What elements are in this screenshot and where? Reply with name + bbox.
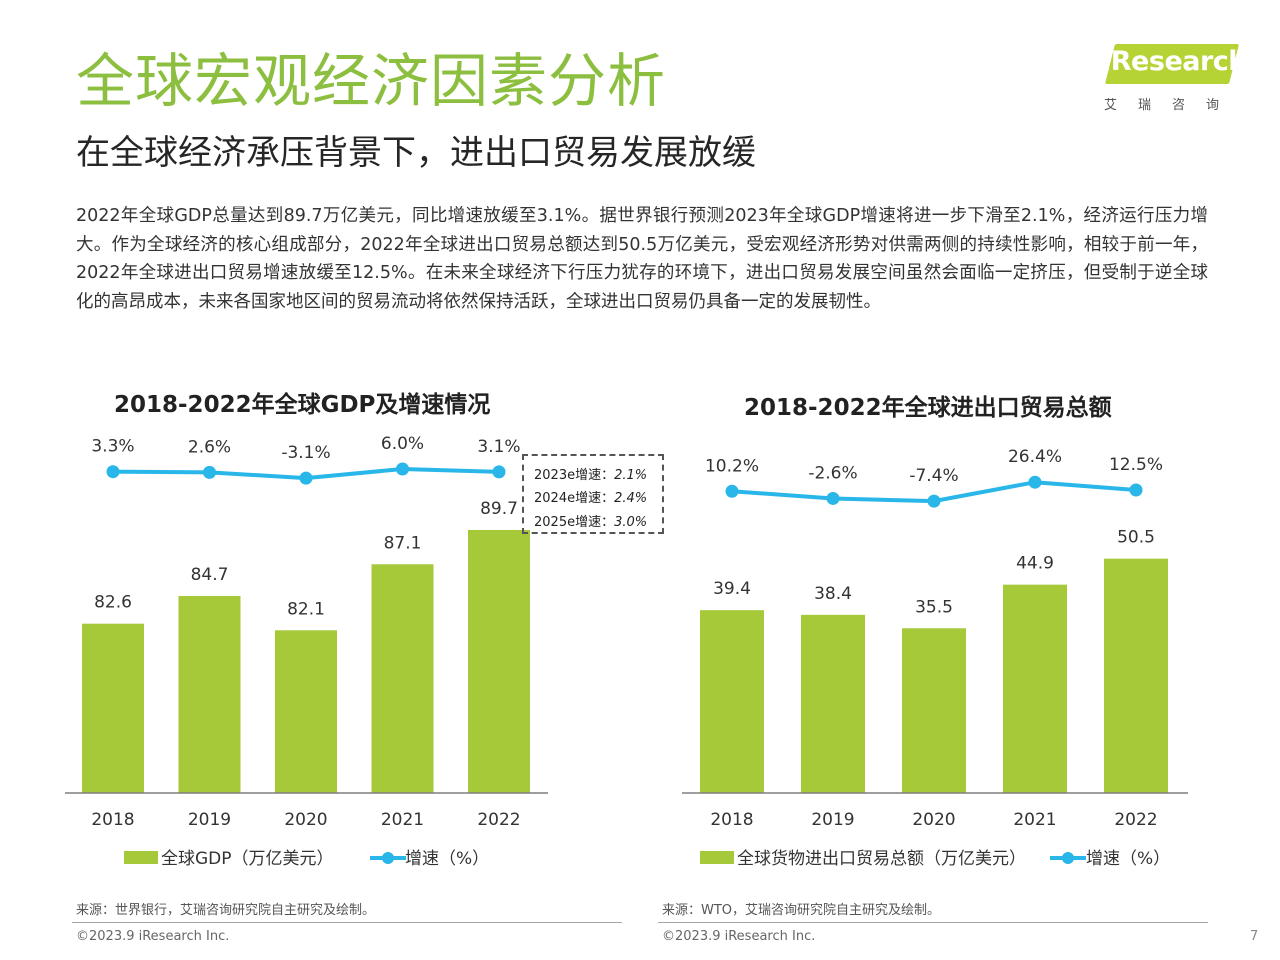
growth-value-label: 3.1% [477,437,520,457]
logo-i-letter: i [1102,46,1111,77]
forecast-label: 2023e增速： [534,468,615,483]
growth-point [1028,475,1042,489]
growth-point [299,471,313,485]
legend-bar-label: 全球GDP（万亿美元） [161,849,334,869]
growth-value-label: 3.3% [91,437,134,457]
source-note-right: 来源：WTO，艾瑞咨询研究院自主研究及绘制。 [662,903,941,918]
forecast-row: 2025e增速：3.0% [534,511,647,530]
growth-point [396,462,409,476]
x-tick-label: 2021 [381,810,424,830]
growth-point [203,465,216,479]
bar-value-label: 87.1 [384,533,422,553]
bar [801,614,865,793]
legend-bar-label: 全球货物进出口贸易总额（万亿美元） [737,849,1026,869]
growth-point [1129,483,1143,497]
growth-value-label: 26.4% [1008,447,1062,467]
x-tick-label: 2020 [284,810,327,830]
bar [275,630,337,793]
forecast-row: 2023e增速：2.1% [534,464,647,483]
logo-text: iResearch [1102,46,1248,77]
footer-divider-left [72,922,622,923]
copyright-left: ©2023.9 iResearch Inc. [76,929,230,944]
forecast-annotation-box: 2023e增速：2.1% 2024e增速：2.4% 2025e增速：3.0% [522,454,664,534]
bar [178,595,241,793]
bar-value-label: 39.4 [713,579,751,599]
source-note-left: 来源：世界银行，艾瑞咨询研究院自主研究及绘制。 [76,903,376,918]
forecast-value: 3.0% [614,515,648,530]
growth-point [106,465,120,479]
bar-value-label: 35.5 [915,597,953,617]
x-tick-label: 2019 [188,810,231,830]
legend-line-marker [1062,852,1074,864]
copyright-right: ©2023.9 iResearch Inc. [662,929,816,944]
forecast-label: 2025e增速： [534,515,615,530]
bar-value-label: 82.6 [94,593,132,613]
legend-bar-swatch [124,851,158,864]
forecast-row: 2024e增速：2.4% [534,487,647,506]
chart-gdp-svg: 82.6 2018 84.7 2019 82.1 2020 87.1 2021 89.7 2022… [65,434,548,869]
bar [82,623,144,793]
x-tick-label: 2018 [91,810,134,830]
x-tick-label: 2022 [477,810,520,830]
growth-value-label: -7.4% [909,466,958,486]
bar-value-label: 50.5 [1117,528,1155,548]
summary-paragraph: 2022年全球GDP总量达到89.7万亿美元，同比增速放缓至3.1%。据世界银行… [76,206,1208,312]
x-tick-label: 2020 [912,810,955,830]
bar [1104,558,1168,793]
bar-value-label: 44.9 [1016,554,1054,574]
growth-value-label: -3.1% [281,443,330,463]
logo-word: Research [1110,46,1248,77]
footer-divider-right [658,922,1208,923]
bar [902,628,966,793]
bar-value-label: 82.1 [287,599,325,619]
growth-value-label: 6.0% [381,434,424,454]
bar [371,564,434,793]
bar-value-label: 38.4 [814,584,852,604]
growth-point [492,465,506,479]
x-tick-label: 2022 [1114,810,1157,830]
growth-value-label: -2.6% [808,463,857,483]
forecast-value: 2.1% [614,468,648,483]
bar [468,529,530,793]
bar-value-label: 84.7 [191,565,229,585]
legend-bar-swatch [700,851,734,864]
page-title: 全球宏观经济因素分析 [76,47,667,115]
forecast-label: 2024e增速： [534,491,615,506]
growth-point [927,494,941,508]
page-subtitle: 在全球经济承压背景下，进出口贸易发展放缓 [76,133,756,173]
chart-trade-svg: 39.4 2018 38.4 2019 35.5 2020 44.9 2021 50.5 2022… [682,447,1188,869]
legend-line-label: 增速（%） [405,849,489,869]
legend-line-label: 增速（%） [1086,849,1170,869]
forecast-value: 2.4% [614,491,648,506]
bar [1003,584,1067,793]
growth-value-label: 2.6% [188,437,231,457]
growth-point [725,484,739,498]
legend-line-marker [382,852,394,864]
bar [700,610,764,793]
logo-i-dot [1103,51,1109,57]
growth-value-label: 12.5% [1109,455,1163,475]
x-tick-label: 2019 [811,810,854,830]
growth-point [826,491,840,505]
x-tick-label: 2021 [1013,810,1056,830]
chart-title-trade: 2018-2022年全球进出口贸易总额 [744,395,1112,421]
growth-value-label: 10.2% [705,456,759,476]
iresearch-logo: iResearch 艾瑞咨询 [1096,40,1256,120]
x-tick-label: 2018 [710,810,753,830]
chart-title-gdp: 2018-2022年全球GDP及增速情况 [114,392,491,418]
page-number: 7 [1250,929,1259,944]
bar-value-label: 89.7 [480,499,518,519]
logo-subtitle: 艾瑞咨询 [1104,98,1241,113]
